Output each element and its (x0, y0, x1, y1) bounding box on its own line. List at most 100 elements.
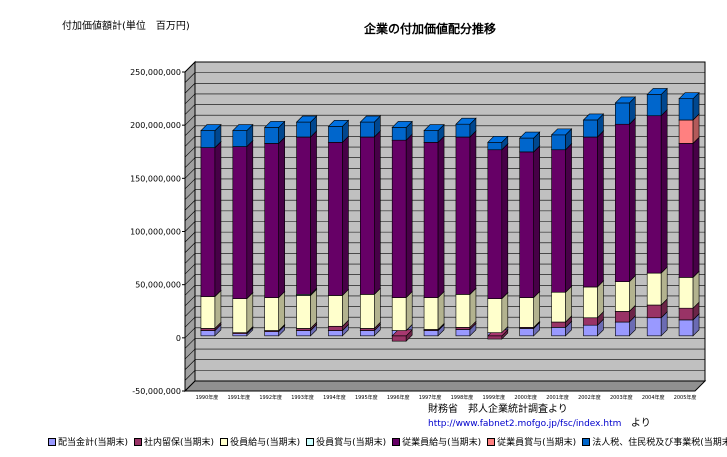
y-tick-label: 0 (176, 334, 181, 343)
bar-segment (423, 130, 439, 143)
x-tick-label: 1998年度 (451, 394, 474, 401)
gridline-side (184, 178, 196, 190)
bar-top (487, 136, 509, 143)
bar-side (533, 145, 540, 299)
bar-segment (423, 142, 439, 298)
bar-segment (360, 136, 375, 295)
x-tick-label: 2003年度 (610, 394, 633, 401)
bar-side (501, 143, 509, 300)
bar-segment (551, 327, 566, 337)
bar-segment (455, 294, 471, 328)
bar-side (310, 288, 317, 330)
gridline-side (184, 338, 196, 349)
gridline-side (184, 348, 196, 360)
bar-top (263, 121, 286, 128)
x-tick-label: 1996年度 (387, 394, 410, 401)
bar-segment (200, 330, 216, 337)
gridline-side (184, 274, 196, 285)
gridline-side (184, 93, 196, 105)
legend-item: 従業員賞与(当期末) (487, 435, 576, 448)
y-tick-label: -50,000,000 (132, 387, 181, 396)
bar-segment (455, 327, 471, 330)
gridline-side (184, 72, 196, 83)
legend-swatch (306, 437, 315, 446)
legend-label: 役員賞与(当期末) (316, 438, 387, 448)
source-link[interactable]: http://www.fabnet2.mofgo.jp/fsc/index.ht… (428, 419, 622, 429)
bar-segment (646, 304, 662, 319)
bar-top (327, 120, 350, 127)
bar-side (629, 117, 636, 283)
gridline-side (184, 210, 196, 222)
bar-segment (328, 325, 343, 331)
bar-top (646, 88, 668, 95)
bar-top (614, 96, 637, 104)
bar-side (565, 143, 572, 293)
bar-side (469, 130, 477, 296)
legend-swatch (134, 437, 143, 446)
gridline-side (184, 242, 196, 253)
bar-top (550, 128, 573, 136)
bar-segment (551, 291, 566, 323)
gridline-side (184, 168, 196, 179)
gridline-side (184, 83, 196, 94)
source-note: 財務省 邦人企業統計調査より http://www.fabnet2.mofgo.… (428, 403, 651, 431)
x-tick-label: 2000年度 (514, 394, 537, 401)
chart-title: 企業の付加価値配分推移 (364, 22, 497, 36)
bar-segment (232, 146, 248, 299)
legend-item: 従業員給与(当期末) (392, 435, 481, 448)
bar-segment (551, 321, 566, 328)
bar-segment (328, 142, 343, 296)
bar-segment (583, 317, 598, 326)
bar-segment (455, 329, 471, 337)
bar-segment (678, 319, 694, 337)
bar-segment (264, 127, 279, 144)
bar-segment (551, 149, 566, 293)
bar-top (582, 113, 605, 121)
legend-item: 配当金計(当期末) (48, 435, 128, 448)
bar-segment (296, 295, 311, 329)
y-tick-label: 250,000,000 (130, 68, 181, 77)
bar-side (405, 133, 413, 299)
bar-segment (678, 98, 694, 121)
bar-top (200, 124, 222, 131)
bar-segment (264, 143, 279, 298)
legend-swatch (392, 437, 401, 446)
bar-side (342, 288, 349, 327)
gridline-side (184, 380, 196, 392)
gridline-side (184, 263, 196, 275)
bar-segment (583, 286, 598, 319)
gridline-side (184, 114, 196, 126)
bar-segment (200, 328, 216, 331)
gridline-side (184, 359, 196, 370)
bar-segment (583, 136, 598, 288)
bar-top (678, 92, 700, 100)
x-tick-label: 1999年度 (482, 394, 505, 401)
bar-segment (615, 102, 630, 125)
bar-segment (391, 297, 407, 331)
bar-segment (360, 121, 375, 138)
bar-segment (360, 294, 375, 329)
bar-side (692, 270, 700, 309)
bar-segment (487, 149, 503, 299)
bar-segment (487, 142, 503, 151)
bar-side (660, 266, 668, 306)
bar-segment (328, 126, 343, 143)
bar-segment (232, 298, 248, 333)
bar-segment (615, 123, 630, 282)
bar-segment (646, 317, 662, 337)
x-tick-label: 2005年度 (674, 394, 697, 401)
bar-side (278, 136, 285, 299)
bar-segment (360, 330, 375, 337)
bar-side (374, 287, 381, 330)
legend-label: 従業員給与(当期末) (402, 438, 482, 448)
y-tick-label: 50,000,000 (135, 281, 181, 290)
bar-side (214, 289, 222, 330)
x-tick-label: 2004年度 (642, 394, 665, 401)
legend-label: 法人税、住民税及び事業税(当期末) (592, 438, 727, 448)
bar-segment (232, 333, 248, 337)
legend-swatch (220, 437, 229, 446)
bar-segment (487, 298, 503, 333)
bar-side (246, 139, 254, 300)
gridline-side (184, 285, 196, 296)
bar-top (359, 115, 382, 123)
